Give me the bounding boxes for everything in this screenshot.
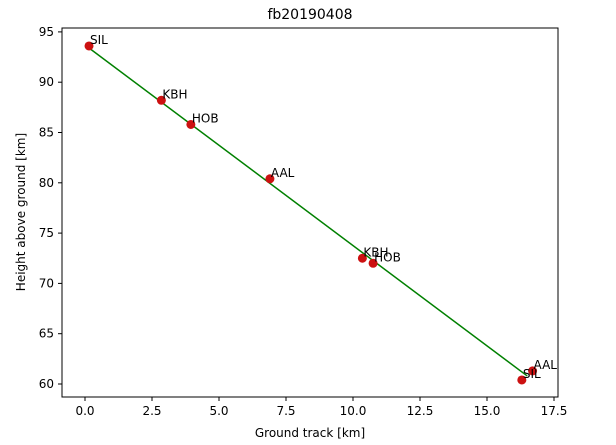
x-tick-label: 17.5 (541, 404, 568, 418)
y-axis-ticks: 60 65 70 75 80 85 90 95 (39, 25, 62, 391)
point-label: AAL (271, 166, 295, 180)
point-label: KBH (162, 87, 187, 101)
x-tick-label: 2.5 (142, 404, 161, 418)
x-tick-label: 15.0 (474, 404, 501, 418)
y-tick-label: 90 (39, 75, 54, 89)
x-tick-label: 12.5 (407, 404, 434, 418)
point-label: SIL (523, 367, 541, 381)
y-tick-label: 80 (39, 176, 54, 190)
point-label: KBH (363, 245, 388, 259)
data-point (517, 375, 527, 385)
x-tick-label: 7.5 (276, 404, 295, 418)
data-point (186, 119, 196, 129)
x-tick-label: 10.0 (340, 404, 367, 418)
x-axis-ticks: 0.0 2.5 5.0 7.5 10.0 12.5 15.0 17.5 (75, 397, 567, 418)
data-point (528, 366, 538, 376)
y-tick-label: 75 (39, 226, 54, 240)
x-axis-label: Ground track [km] (255, 426, 365, 440)
x-tick-label: 5.0 (209, 404, 228, 418)
x-tick-label: 0.0 (75, 404, 94, 418)
fit-line (88, 47, 528, 377)
data-point (357, 253, 367, 263)
y-tick-label: 70 (39, 276, 54, 290)
y-tick-label: 60 (39, 377, 54, 391)
data-point (156, 95, 166, 105)
data-point (84, 41, 94, 51)
chart-title: fb20190408 (267, 7, 352, 23)
y-tick-label: 65 (39, 327, 54, 341)
point-label: HOB (192, 111, 219, 125)
point-label: HOB (374, 250, 401, 264)
data-point (368, 258, 378, 268)
axes-frame (61, 27, 559, 398)
y-tick-label: 95 (39, 25, 54, 39)
y-tick-label: 85 (39, 126, 54, 140)
data-point (265, 174, 275, 184)
point-label: SIL (90, 33, 108, 47)
point-label: AAL (534, 358, 558, 372)
y-axis-label: Height above ground [km] (14, 133, 28, 291)
